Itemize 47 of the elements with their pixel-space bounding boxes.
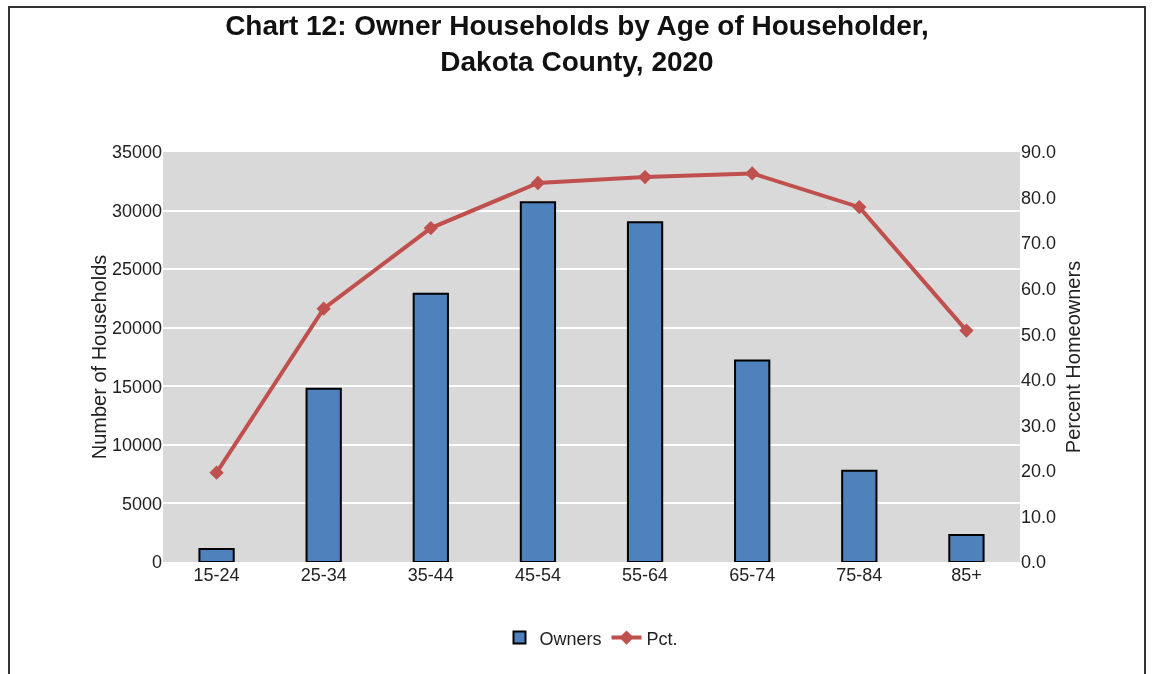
point	[423, 220, 438, 236]
y2-tick-label: 80.0	[1021, 187, 1057, 208]
y-tick-label: 0	[151, 552, 162, 573]
bar	[305, 387, 342, 562]
bar	[626, 221, 664, 562]
y-axis-title: Number of Households	[87, 254, 110, 460]
y-tick-label: 15000	[111, 376, 162, 397]
y2-tick-label: 70.0	[1021, 233, 1057, 254]
x-tick-label: 35-44	[407, 565, 454, 585]
point	[959, 323, 974, 338]
bar	[734, 359, 771, 562]
y2-tick-label: 30.0	[1021, 415, 1057, 436]
legend-label: Owners	[539, 628, 602, 649]
bar	[948, 534, 985, 562]
bar	[198, 548, 235, 562]
x-tick-label: 45-54	[514, 565, 561, 585]
y2-tick-label: 50.0	[1021, 324, 1057, 345]
legend-label: Pct.	[646, 628, 678, 649]
point	[637, 169, 653, 185]
bar	[841, 469, 878, 562]
y-tick-label: 35000	[111, 142, 162, 163]
point	[316, 301, 331, 316]
y-tick-label: 20000	[111, 318, 162, 339]
x-tick-label: 15-24	[193, 565, 240, 585]
y2-tick-label: 60.0	[1021, 278, 1057, 299]
bar	[412, 292, 449, 562]
y-tick-label: 10000	[111, 435, 162, 456]
chart-title: Chart 12: Owner Households by Age of Householder, Dakota County, 2020	[225, 9, 929, 77]
x-tick-label: 85+	[951, 565, 982, 585]
y2-tick-label: 10.0	[1021, 506, 1057, 527]
bar	[519, 201, 557, 562]
y2-axis-title: Percent Homeowners	[1062, 260, 1084, 454]
point	[209, 465, 224, 480]
x-tick-label: 25-34	[300, 565, 347, 585]
point	[530, 175, 546, 191]
y2-tick-label: 90.0	[1021, 142, 1057, 163]
y2-tick-label: 40.0	[1021, 370, 1057, 391]
x-tick-label: 75-84	[836, 565, 883, 585]
y-tick-label: 5000	[121, 493, 162, 514]
y-tick-label: 30000	[111, 200, 162, 221]
y-tick-label: 25000	[111, 259, 162, 280]
x-tick-label: 65-74	[729, 565, 776, 585]
point	[745, 166, 760, 181]
y2-tick-label: 0.0	[1021, 552, 1047, 573]
x-tick-label: 55-64	[622, 565, 669, 585]
y2-tick-label: 20.0	[1021, 461, 1057, 482]
point	[852, 199, 867, 215]
